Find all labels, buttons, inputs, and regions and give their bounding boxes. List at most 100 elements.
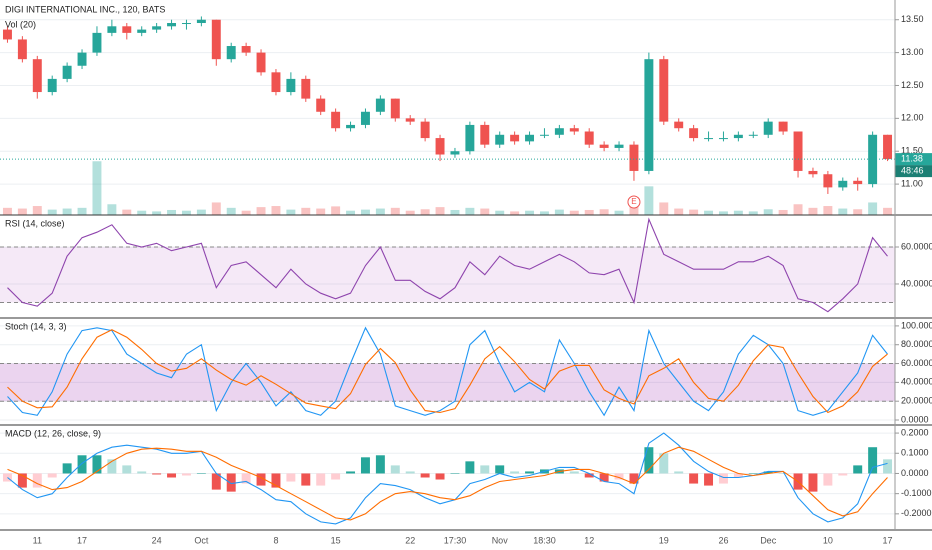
histogram-bar [495,465,505,474]
y-tick-label: 13.50 [901,14,924,24]
histogram-bar [137,471,147,474]
candle-body [360,111,370,125]
y-tick-label: -0.2000 [901,508,932,518]
candle-body [17,39,27,60]
panel-title: MACD (12, 26, close, 9) [5,428,101,438]
histogram-bar [346,471,356,474]
last-price-label: 11.38 [901,153,923,163]
histogram-bar [107,459,117,474]
candle-body [853,180,863,185]
candle-body [256,52,266,73]
candle-body [748,134,758,136]
y-tick-label: 11.50 [901,146,923,156]
candle-body [181,23,191,25]
x-tick-label: 11 [33,535,42,545]
candle-body [167,23,177,27]
volume-bar [584,209,594,215]
histogram-bar [375,455,385,474]
histogram-bar [480,465,490,474]
histogram-bar [569,471,579,474]
candle-body [375,98,385,112]
volume-bar [748,211,758,215]
volume-bar [77,207,87,215]
volume-bar [868,202,878,215]
candle-body [539,134,549,136]
histogram-bar [256,473,266,486]
countdown-tag [895,165,932,178]
volume-bar [152,211,162,215]
histogram-bar [629,473,639,484]
x-tick-label: 18:30 [533,535,556,545]
x-tick-label: 19 [659,535,669,545]
panel-title: RSI (14, close) [5,218,65,228]
histogram-bar [704,473,714,486]
histogram-bar [838,473,848,476]
x-tick-label: 17 [77,535,87,545]
stoch-line [7,326,888,417]
volume-bar [883,207,893,215]
candle-body [346,124,356,129]
countdown: 48:46 [901,165,924,175]
candle-body [644,59,654,171]
volume-bar [763,209,773,215]
event-label: E [631,197,636,206]
candle-body [77,52,87,66]
histogram-bar [390,465,400,474]
x-tick-label: 12 [584,535,594,545]
histogram-bar [778,473,788,474]
histogram-bar [659,453,669,474]
volume-bar [704,210,714,215]
candle-body [554,128,564,135]
candle-body [868,134,878,185]
event-marker [627,195,641,209]
histogram-bar [92,455,102,474]
candle-body [450,151,460,155]
volume-bar [107,204,117,215]
panel-title: Stoch (14, 3, 3) [5,321,67,331]
histogram-bar [674,471,684,474]
volume-bar [271,206,281,215]
x-tick-label: 24 [152,535,162,545]
volume-bar [196,209,206,215]
candle-body [32,59,42,93]
candle-body [525,134,535,142]
histogram-bar [599,473,609,482]
histogram-bar [301,473,311,486]
volume-bar [465,207,475,215]
volume-bar [256,207,266,215]
volume-bar [569,210,579,215]
histogram-bar [853,465,863,474]
volume-bar [360,209,370,215]
histogram-bar [808,473,818,492]
histogram-bar [614,473,624,480]
candle-body [107,26,117,33]
candle-body [793,131,803,171]
histogram-bar [718,473,728,484]
candle-body [331,111,341,129]
x-tick-label: Oct [194,535,209,545]
candle-body [152,26,162,30]
volume-bar [733,210,743,215]
x-tick-label: Nov [492,535,509,545]
histogram-bar [286,473,296,482]
histogram-bar [47,473,57,478]
histogram-bar [17,473,27,488]
volume-bar [674,208,684,215]
candle-body [733,134,743,139]
candle-body [808,170,818,175]
candle-body [778,121,788,132]
candle-body [689,128,699,139]
volume-bar [838,208,848,215]
candle-body [2,29,12,40]
candle-body [584,131,594,145]
volume-bar [286,209,296,215]
candle-body [92,32,102,53]
histogram-bar [2,473,12,482]
volume-bar [554,209,564,215]
candle-body [599,144,609,148]
macd-line [7,446,888,521]
candle-body [883,134,893,160]
histogram-bar [584,473,594,478]
y-tick-label: 20.0000 [901,396,932,406]
